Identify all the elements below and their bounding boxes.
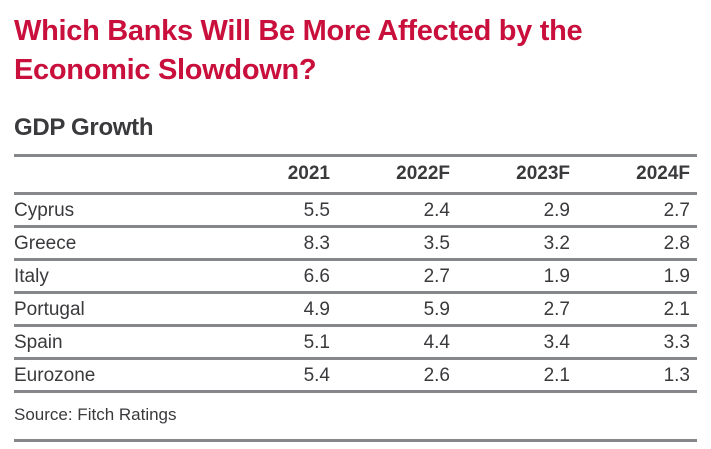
row-label: Cyprus bbox=[14, 193, 210, 228]
row-label: Greece bbox=[14, 226, 210, 261]
cell-value: 2.1 bbox=[570, 292, 697, 327]
cell-value: 8.3 bbox=[210, 226, 330, 261]
table-header: 2021 2022F 2023F 2024F bbox=[14, 154, 697, 195]
table-row-portugal: Portugal 4.9 5.9 2.7 2.1 bbox=[14, 292, 697, 327]
cell-value: 5.9 bbox=[330, 292, 450, 327]
column-header-2021: 2021 bbox=[210, 154, 330, 195]
cell-value: 1.9 bbox=[570, 259, 697, 294]
cell-value: 3.3 bbox=[570, 325, 697, 360]
row-label: Spain bbox=[14, 325, 210, 360]
cell-value: 5.5 bbox=[210, 193, 330, 228]
column-header-2023f: 2023F bbox=[450, 154, 570, 195]
cell-value: 3.4 bbox=[450, 325, 570, 360]
cell-value: 2.1 bbox=[450, 358, 570, 393]
table-row-eurozone: Eurozone 5.4 2.6 2.1 1.3 bbox=[14, 358, 697, 393]
table-footer: Source: Fitch Ratings bbox=[14, 391, 697, 442]
row-label: Italy bbox=[14, 259, 210, 294]
cell-value: 2.6 bbox=[330, 358, 450, 393]
column-header-2024f: 2024F bbox=[570, 154, 697, 195]
cell-value: 4.4 bbox=[330, 325, 450, 360]
row-label: Eurozone bbox=[14, 358, 210, 393]
table-body: Cyprus 5.5 2.4 2.9 2.7 Greece 8.3 3.5 3.… bbox=[14, 193, 697, 393]
table-header-row: 2021 2022F 2023F 2024F bbox=[14, 154, 697, 195]
table-row-cyprus: Cyprus 5.5 2.4 2.9 2.7 bbox=[14, 193, 697, 228]
table-corner-cell bbox=[14, 154, 210, 195]
cell-value: 2.9 bbox=[450, 193, 570, 228]
section-title: GDP Growth bbox=[14, 114, 154, 141]
cell-value: 1.3 bbox=[570, 358, 697, 393]
cell-value: 5.4 bbox=[210, 358, 330, 393]
table-row-greece: Greece 8.3 3.5 3.2 2.8 bbox=[14, 226, 697, 261]
cell-value: 3.2 bbox=[450, 226, 570, 261]
table-row-spain: Spain 5.1 4.4 3.4 3.3 bbox=[14, 325, 697, 360]
gdp-growth-table: 2021 2022F 2023F 2024F Cyprus 5.5 2.4 2.… bbox=[14, 154, 697, 442]
cell-value: 4.9 bbox=[210, 292, 330, 327]
column-header-2022f: 2022F bbox=[330, 154, 450, 195]
table-row-italy: Italy 6.6 2.7 1.9 1.9 bbox=[14, 259, 697, 294]
cell-value: 6.6 bbox=[210, 259, 330, 294]
cell-value: 2.7 bbox=[330, 259, 450, 294]
source-row: Source: Fitch Ratings bbox=[14, 391, 697, 442]
row-label: Portugal bbox=[14, 292, 210, 327]
cell-value: 2.8 bbox=[570, 226, 697, 261]
cell-value: 2.7 bbox=[450, 292, 570, 327]
cell-value: 1.9 bbox=[450, 259, 570, 294]
page-title: Which Banks Will Be More Affected by the… bbox=[14, 15, 583, 86]
cell-value: 3.5 bbox=[330, 226, 450, 261]
cell-value: 2.7 bbox=[570, 193, 697, 228]
cell-value: 5.1 bbox=[210, 325, 330, 360]
cell-value: 2.4 bbox=[330, 193, 450, 228]
source-note: Source: Fitch Ratings bbox=[14, 391, 697, 442]
